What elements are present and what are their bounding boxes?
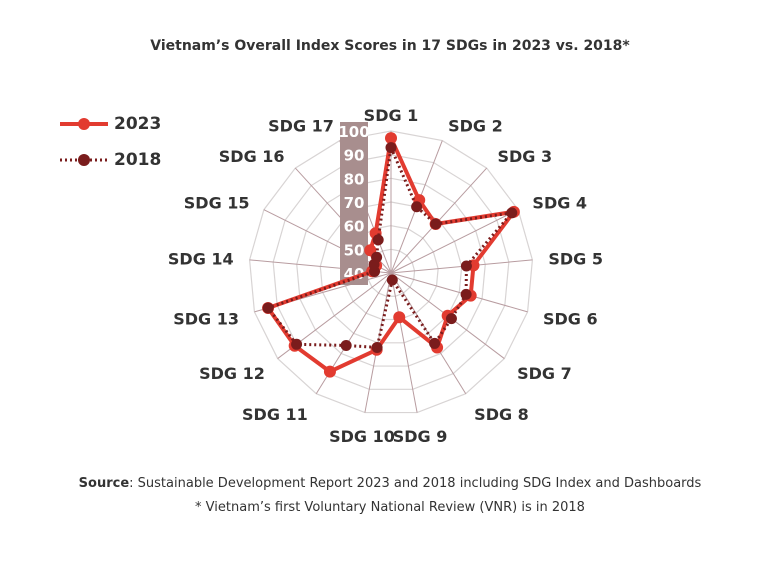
grid-ring: [296, 177, 486, 367]
category-label: SDG 2: [448, 117, 503, 136]
category-label: SDG 4: [532, 194, 587, 213]
grid-spoke: [390, 272, 528, 313]
data-point-2018: [262, 302, 274, 314]
data-point-2018: [445, 313, 457, 325]
radial-tick-label: 100: [338, 123, 369, 141]
data-point-2023: [323, 365, 336, 378]
grid-ring: [319, 201, 463, 344]
category-label: SDG 12: [199, 364, 265, 383]
data-point-2018: [430, 218, 442, 230]
category-label: SDG 17: [268, 117, 334, 136]
data-point-2018: [371, 251, 383, 263]
data-point-2018: [340, 339, 352, 351]
footnote: * Vietnam’s first Voluntary National Rev…: [195, 500, 585, 515]
legend-label-2023: 2023: [114, 114, 162, 134]
grid-spoke: [390, 209, 519, 274]
data-point-2018: [429, 337, 441, 349]
category-label: SDG 1: [364, 106, 419, 125]
radial-tick-label: 70: [344, 194, 365, 212]
legend-item-2018: 2018: [58, 150, 161, 170]
category-label: SDG 11: [242, 405, 308, 424]
source-line: Source: Sustainable Development Report 2…: [0, 476, 780, 491]
grid-ring: [248, 130, 534, 414]
grid-spoke: [390, 272, 418, 413]
category-label: SDG 8: [474, 405, 529, 424]
data-point-2018: [371, 341, 383, 353]
category-label: SDG 13: [173, 309, 239, 328]
data-point-2018: [411, 201, 423, 213]
category-label: SDG 14: [168, 249, 234, 268]
radial-tick-label: 90: [344, 147, 365, 165]
category-label: SDG 9: [393, 427, 448, 446]
data-point-2018: [386, 274, 398, 286]
data-point-2023: [385, 132, 397, 145]
category-label: SDG 16: [219, 147, 285, 166]
radial-tick-label: 80: [344, 170, 365, 188]
category-label: SDG 3: [497, 147, 552, 166]
category-label: SDG 6: [543, 309, 598, 328]
radial-tick-label: 50: [344, 241, 365, 259]
legend-item-2023: 2023: [58, 114, 161, 134]
category-label: SDG 5: [548, 249, 603, 268]
data-point-2023: [393, 311, 406, 324]
source-text: : Sustainable Development Report 2023 an…: [129, 476, 702, 491]
data-point-2018: [385, 142, 397, 154]
data-point-2018: [460, 288, 472, 300]
radial-scale-box: [340, 122, 368, 285]
category-label: SDG 15: [184, 194, 250, 213]
legend-label-2018: 2018: [114, 150, 162, 170]
legend-marker-2018: [60, 154, 108, 166]
source-label: Source: [78, 476, 130, 491]
category-label: SDG 10: [329, 427, 395, 446]
chart-title: Vietnam’s Overall Index Scores in 17 SDG…: [150, 38, 630, 54]
data-point-2018: [372, 234, 384, 246]
legend-marker-2023: [60, 118, 108, 130]
radial-tick-label: 60: [344, 218, 365, 236]
data-point-2018: [460, 260, 472, 272]
data-point-2018: [291, 338, 303, 350]
category-label: SDG 7: [517, 364, 572, 383]
data-point-2018: [506, 207, 518, 219]
